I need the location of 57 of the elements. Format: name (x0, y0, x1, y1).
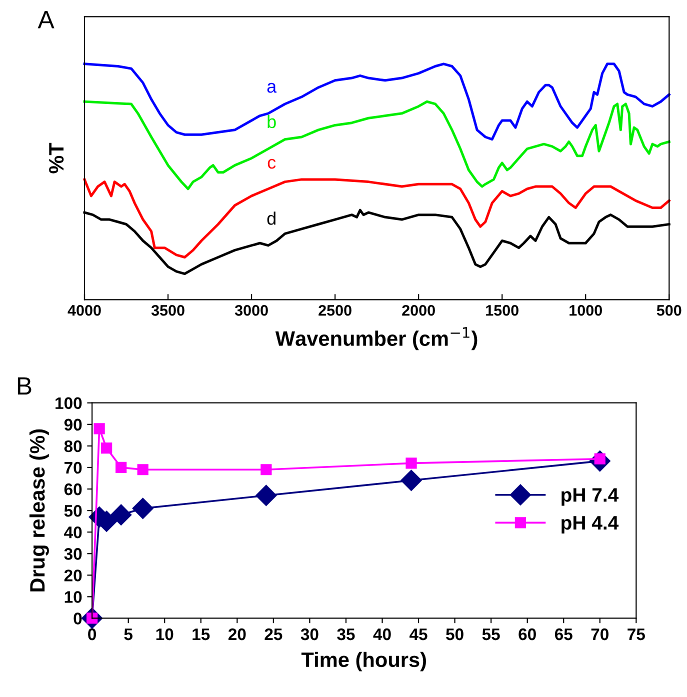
x-tick-label: 1500 (486, 304, 518, 316)
y-axis-title: %T (49, 142, 64, 174)
x-tick-label: 70 (591, 628, 608, 640)
point (94, 423, 105, 434)
y-tick-label: 10 (64, 591, 82, 603)
point (110, 504, 132, 526)
point (256, 484, 277, 506)
x-tick-label: 30 (300, 628, 318, 640)
series-label: b (268, 114, 276, 128)
x-tick-label: 45 (410, 628, 428, 640)
chart-title: B (18, 377, 32, 395)
x-tick-label: 2000 (402, 304, 435, 316)
point (101, 442, 112, 454)
legend-label: pH 4.4 (562, 516, 619, 534)
x-tick-label: 50 (446, 628, 464, 640)
x-tick-label: 3000 (234, 304, 268, 316)
x-tick-label: 10 (156, 628, 174, 640)
x-tick-label: 35 (337, 628, 355, 640)
x-tick-label: 60 (518, 628, 536, 640)
x-tick-label: 1000 (570, 304, 602, 316)
y-tick-label: 90 (64, 418, 82, 431)
y-tick-label: 0 (74, 612, 82, 624)
y-axis-title: Drug release (%) (29, 429, 49, 592)
y-tick-label: 50 (64, 504, 82, 517)
x-tick-label: 3500 (151, 304, 184, 316)
x-tick-label: 15 (192, 628, 210, 640)
series-label: d (267, 212, 276, 225)
y-tick-label: 100 (56, 397, 82, 410)
x-tick-label: 0 (88, 628, 96, 640)
x-tick-label: 4000 (68, 304, 101, 316)
y-tick-label: 40 (64, 526, 82, 538)
series-label: c (268, 158, 276, 169)
series-label: a (267, 82, 277, 93)
x-tick-label: 40 (373, 628, 391, 640)
y-tick-label: 60 (64, 483, 82, 496)
y-tick-label: 70 (64, 462, 82, 474)
x-tick-label: 75 (628, 628, 645, 640)
point (132, 498, 154, 519)
chart-title: A (38, 11, 54, 28)
point (400, 470, 422, 491)
x-tick-label: 55 (482, 628, 500, 640)
x-tick-label: 20 (228, 628, 246, 640)
y-tick-label: 30 (64, 548, 82, 560)
x-axis-title: Wavenumber (cm$^{−1}$) (275, 327, 478, 350)
y-tick-label: 20 (64, 570, 82, 582)
point (406, 458, 417, 469)
x-tick-label: 25 (264, 628, 282, 640)
x-tick-label: 5 (124, 628, 132, 640)
point (137, 464, 148, 476)
x-tick-label: 65 (554, 628, 572, 640)
x-axis-title: Time (hours) (301, 652, 426, 672)
point (116, 462, 127, 474)
y-tick-label: 80 (64, 440, 82, 452)
point (260, 464, 272, 476)
x-tick-label: 500 (656, 304, 682, 316)
x-tick-label: 2500 (318, 304, 352, 316)
legend-label: pH 7.4 (562, 488, 619, 506)
